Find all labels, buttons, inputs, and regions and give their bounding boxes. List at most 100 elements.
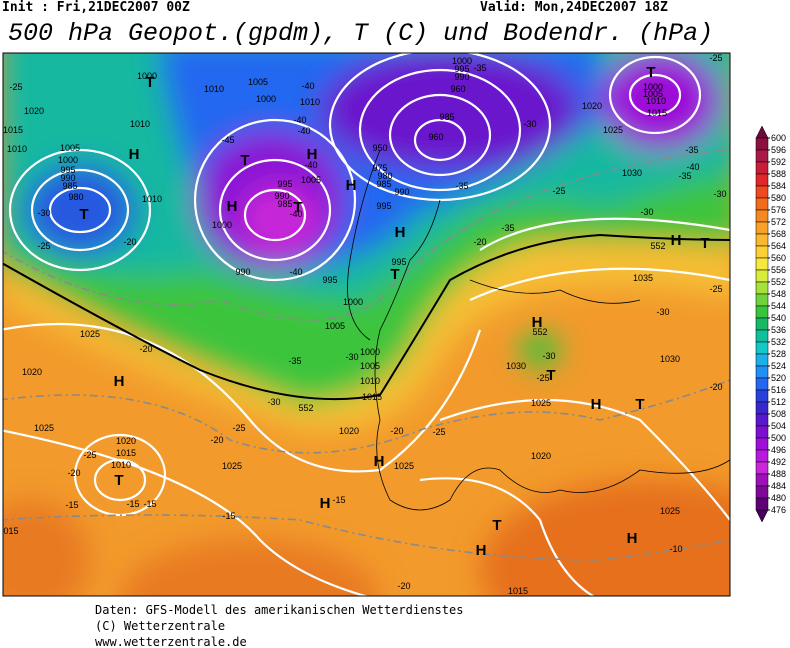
contour-label: -25 (432, 427, 445, 437)
contour-label: -35 (455, 181, 468, 191)
contour-label: 1000 (212, 220, 232, 230)
contour-label: -30 (37, 208, 50, 218)
pressure-center: H (591, 396, 602, 413)
contour-label: 1010 (360, 376, 380, 386)
contour-label: 990 (274, 191, 289, 201)
contour-label: 975 (372, 163, 387, 173)
contour-label: 1005 (360, 361, 380, 371)
pressure-center: T (114, 472, 123, 489)
contour-label: 985 (62, 181, 77, 191)
contour-label: 1010 (130, 119, 150, 129)
contour-label: 1025 (80, 329, 100, 339)
colorbar-segment (755, 461, 769, 475)
contour-label: -15 (65, 500, 78, 510)
contour-label: -20 (709, 382, 722, 392)
contour-label: -25 (9, 82, 22, 92)
contour-label: -30 (713, 189, 726, 199)
isobars (3, 53, 730, 596)
pressure-center: T (546, 367, 555, 384)
colorbar-segment (755, 365, 769, 379)
colorbar-label: 512 (771, 397, 786, 407)
colorbar-label: 544 (771, 301, 786, 311)
pressure-center: H (476, 542, 487, 559)
contour-label: 1010 (7, 144, 27, 154)
contour-label: 1005 (325, 321, 345, 331)
colorbar-label: 580 (771, 193, 786, 203)
colorbar-segment (755, 437, 769, 451)
contour-label: 1000 (643, 82, 663, 92)
colorbar-label: 568 (771, 229, 786, 239)
pressure-center: T (635, 396, 644, 413)
contour-label: -35 (678, 171, 691, 181)
contour-label: -30 (656, 307, 669, 317)
contour-label: 1010 (204, 84, 224, 94)
contour-label: -30 (345, 352, 358, 362)
contour-label: 1015 (3, 125, 23, 135)
pressure-center: H (627, 530, 638, 547)
contour-label: 1030 (506, 361, 526, 371)
contour-label: 1000 (137, 71, 157, 81)
colorbar-label: 492 (771, 457, 786, 467)
contour-label: 552 (298, 403, 313, 413)
contour-label: 990 (394, 187, 409, 197)
contour-label: -20 (473, 237, 486, 247)
colorbar-label: 476 (771, 505, 786, 515)
contour-label: 552 (650, 241, 665, 251)
contour-label: 1030 (622, 168, 642, 178)
colorbar-label: 572 (771, 217, 786, 227)
pressure-center: T (492, 517, 501, 534)
contour-label: -20 (139, 344, 152, 354)
contour-label: -30 (267, 397, 280, 407)
init-time: Init : Fri,21DEC2007 00Z (2, 0, 190, 15)
contour-label: -25 (709, 284, 722, 294)
colorbar-label: 528 (771, 349, 786, 359)
footer-line: (C) Wetterzentrale (95, 619, 225, 633)
colorbar-label: 556 (771, 265, 786, 275)
pressure-center: H (129, 146, 140, 163)
pressure-center: T (646, 64, 655, 81)
contour-label: -20 (390, 426, 403, 436)
pressure-center: H (395, 224, 406, 241)
colorbar-label: 592 (771, 157, 786, 167)
contour-label: -10 (669, 544, 682, 554)
contour-label: 1025 (222, 461, 242, 471)
contour-label: 995 (322, 275, 337, 285)
map-frame (2, 52, 731, 597)
colorbar-label: 508 (771, 409, 786, 419)
contour-label: -20 (397, 581, 410, 591)
contour-label: 1020 (22, 367, 42, 377)
contour-label: -40 (304, 160, 317, 170)
footer-line: www.wetterzentrale.de (95, 635, 247, 648)
colorbar-segment (755, 389, 769, 403)
contour-label: -35 (685, 145, 698, 155)
contour-label: 990 (454, 72, 469, 82)
colorbar-end (755, 509, 769, 523)
colorbar-segment (755, 281, 769, 295)
pressure-center: H (227, 198, 238, 215)
pressure-center: H (346, 177, 357, 194)
pressure-center: T (145, 74, 154, 91)
colorbar-label: 496 (771, 445, 786, 455)
contour-label: -45 (221, 135, 234, 145)
colorbar-segment (755, 221, 769, 235)
contour-label: -15 (332, 495, 345, 505)
colorbar-label: 484 (771, 481, 786, 491)
colorbar-segment (755, 353, 769, 367)
contour-label: 1005 (643, 89, 663, 99)
colorbar-label: 488 (771, 469, 786, 479)
contour-label: -25 (232, 423, 245, 433)
contour-label: -35 (501, 223, 514, 233)
contour-label: 1020 (582, 101, 602, 111)
contour-label: 1010 (111, 460, 131, 470)
contour-label: 1020 (116, 436, 136, 446)
contour-label: 1010 (300, 97, 320, 107)
colorbar-label: 596 (771, 145, 786, 155)
contour-label: -30 (640, 207, 653, 217)
pressure-center: T (240, 152, 249, 169)
contour-label: -25 (536, 373, 549, 383)
valid-time: Valid: Mon,24DEC2007 18Z (480, 0, 668, 15)
colorbar-label: 600 (771, 133, 786, 143)
pressure-center: H (307, 146, 318, 163)
colorbar-label: 520 (771, 373, 786, 383)
contour-label: 980 (377, 171, 392, 181)
